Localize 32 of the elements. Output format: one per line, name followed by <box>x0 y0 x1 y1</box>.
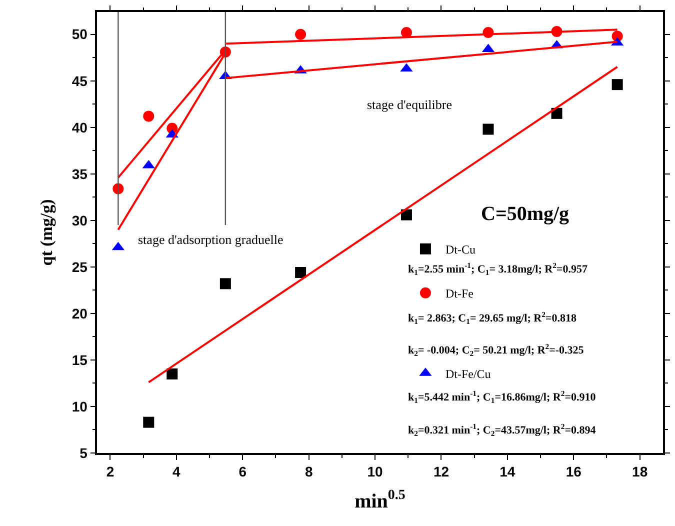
x-tick-label: 12 <box>433 464 450 480</box>
x-axis-title: min$^{0.5}$ <box>354 488 406 513</box>
y-tick-label: 35 <box>72 166 88 182</box>
x-tick-label: 14 <box>500 464 516 480</box>
annotation: C=50mg/g <box>481 203 570 225</box>
x-tick-label: 18 <box>632 464 648 480</box>
text: k$_{1}$=2.55 min$^{-1}$; C$_{1}$= 3.18mg/l; R$^{2}$=0.957 <box>408 261 588 277</box>
legend-label: Dt-Cu <box>445 242 476 256</box>
annotation: k$_{1}$= 2.863; C$_{1}$= 29.65 mg/l; R$^{2}$=0.818 <box>408 310 577 326</box>
x-tick-label: 6 <box>238 464 247 480</box>
annotation: k$_{2}$= -0.004; C$_{2}$= 50.21 mg/l; R$^{2}$=-0.325 <box>408 342 584 358</box>
y-tick-label: 40 <box>72 119 88 136</box>
x-tick-label: 8 <box>304 464 313 480</box>
legend-label: Dt-Fe/Cu <box>445 366 491 381</box>
y-tick-label: 25 <box>72 258 88 275</box>
x-tick-label: 2 <box>106 464 114 480</box>
x-tick-label: 4 <box>172 464 181 480</box>
text: k$_{2}$=0.321 min$^{-1}$; C$_{2}$=43.57mg/l; R$^{2}$=0.894 <box>408 422 596 438</box>
y-tick-label: 45 <box>72 72 88 89</box>
y-tick-label: 15 <box>72 352 88 368</box>
y-axis-title: qt (mg/g) <box>36 199 56 266</box>
y-tick-label: 10 <box>72 398 88 414</box>
annotation: stage d'adsorption graduelle <box>138 232 284 247</box>
annotation: stage d'equilibre <box>367 97 452 112</box>
legend-label: Dt-Fe <box>445 286 474 301</box>
y-tick-label: 30 <box>72 212 88 228</box>
x-tick-label: 10 <box>367 464 384 480</box>
y-tick-label: 50 <box>72 26 88 42</box>
x-tick-label: 16 <box>566 464 582 480</box>
text: k$_{1}$=5.442 min$^{-1}$; C$_{1}$=16.86mg/l; R$^{2}$=0.910 <box>408 389 596 405</box>
y-tick-label: 5 <box>80 444 88 461</box>
y-tick-label: 20 <box>72 305 88 322</box>
